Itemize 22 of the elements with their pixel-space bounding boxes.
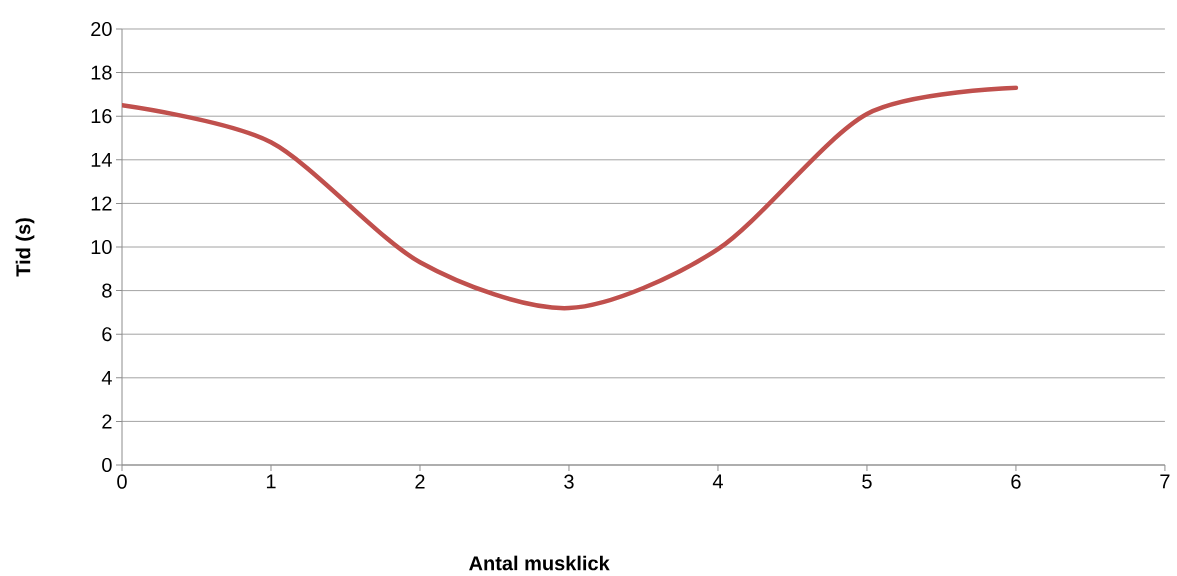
x-tick-label: 5	[862, 474, 872, 489]
x-tick-label: 0	[117, 474, 127, 489]
x-tick-label: 1	[266, 474, 276, 489]
y-tick-label: 0	[102, 457, 112, 473]
y-tick-label: 20	[91, 21, 112, 37]
y-tick-label: 6	[102, 327, 112, 342]
y-tick-label: 2	[102, 414, 112, 429]
x-tick-label: 6	[1011, 474, 1021, 489]
y-tick-label: 10	[91, 239, 112, 255]
x-tick-label: 4	[712, 474, 723, 489]
x-tick-label: 3	[564, 474, 574, 489]
y-tick-label: 16	[91, 109, 112, 124]
y-tick-label: 12	[91, 196, 112, 211]
x-tick-label: 2	[415, 474, 425, 489]
y-tick-label: 4	[101, 370, 112, 385]
y-tick-label: 18	[91, 65, 112, 80]
y-tick-label: 8	[102, 283, 112, 298]
x-tick-label: 7	[1160, 474, 1170, 489]
line-series	[122, 85, 1019, 311]
y-tick-label: 14	[91, 152, 112, 167]
y-axis-title: Tid (s)	[15, 218, 35, 277]
x-axis-title: Antal musklick	[469, 555, 610, 571]
